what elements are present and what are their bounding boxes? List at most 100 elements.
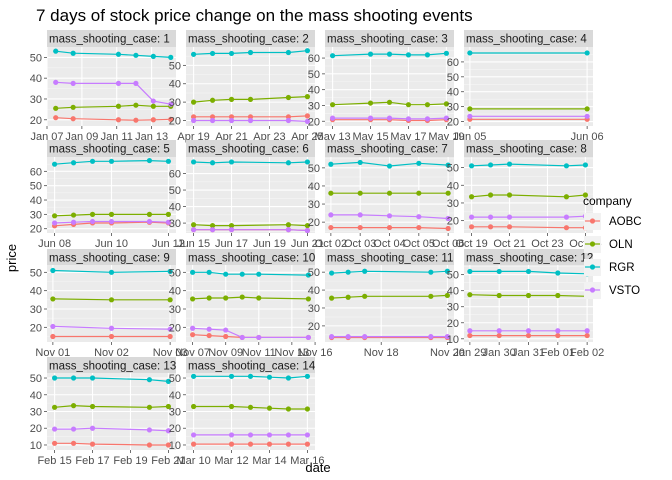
data-point-rgr — [445, 162, 451, 168]
legend-label: AOBC — [609, 216, 642, 228]
legend-point — [589, 264, 596, 270]
data-point-rgr — [209, 50, 216, 57]
data-point-aobc — [206, 332, 212, 339]
data-point-aobc — [51, 440, 58, 446]
y-tick-label: 20 — [447, 117, 459, 129]
x-tick-label: Jun 15 — [177, 238, 210, 250]
y-tick-label: 30 — [30, 304, 42, 316]
x-tick-label: Mar 12 — [214, 455, 248, 467]
series-line-rgr — [54, 159, 169, 165]
data-point-aobc — [247, 441, 254, 447]
data-point-vsto — [70, 426, 77, 432]
data-point-aobc — [133, 117, 139, 123]
data-point-vsto — [563, 214, 570, 220]
series-line-aobc — [193, 115, 308, 118]
x-tick-label: Oct 04 — [373, 238, 405, 250]
x-tick-label: Feb 15 — [37, 455, 71, 467]
series-line-oln — [192, 296, 309, 300]
data-point-vsto — [424, 116, 431, 122]
data-point-vsto — [133, 80, 139, 86]
facet-strip-label: mass_shooting_case: 7 — [327, 144, 448, 156]
y-tick-label: 30 — [169, 218, 181, 230]
data-point-vsto — [190, 227, 197, 233]
data-point-vsto — [51, 220, 58, 226]
panel-background — [325, 47, 454, 126]
data-point-aobc — [525, 332, 532, 339]
facet-strip — [186, 249, 315, 266]
series-group — [329, 268, 450, 341]
series-group — [328, 159, 451, 232]
data-point-vsto — [247, 432, 254, 438]
data-point-aobc — [357, 224, 363, 231]
data-point-vsto — [386, 213, 393, 219]
data-point-aobc — [53, 115, 59, 121]
data-point-aobc — [150, 117, 156, 123]
series-line-vsto — [192, 327, 309, 338]
y-tick-label: 30 — [447, 102, 459, 114]
data-point-oln — [146, 211, 153, 217]
data-point-rgr — [256, 271, 262, 277]
legend-point — [589, 241, 596, 247]
data-point-oln — [70, 212, 77, 218]
x-tick-label: Nov 20 — [430, 347, 465, 359]
x-tick-label: Jun 19 — [253, 238, 286, 250]
data-point-oln — [146, 404, 153, 410]
facet-panel: mass_shooting_case: 11 20 30 40 50 Nov 16 Nov … — [298, 249, 465, 359]
data-point-vsto — [165, 428, 172, 434]
data-point-aobc — [70, 116, 76, 122]
data-point-rgr — [525, 268, 532, 275]
data-point-vsto — [190, 325, 196, 331]
data-point-rgr — [487, 162, 494, 168]
data-point-vsto — [496, 328, 502, 334]
data-point-vsto — [256, 334, 262, 341]
series-group — [51, 157, 172, 229]
data-point-aobc — [506, 224, 513, 230]
x-tick-label: Nov 03 — [153, 347, 188, 359]
y-tick-label: 20 — [169, 423, 181, 435]
data-point-oln — [329, 295, 335, 301]
data-point-rgr — [416, 160, 422, 166]
y-tick-label: 60 — [308, 53, 320, 65]
series-group — [468, 161, 589, 231]
data-point-oln — [209, 222, 216, 229]
data-point-vsto — [146, 218, 153, 225]
data-point-oln — [228, 222, 235, 229]
data-point-oln — [285, 94, 292, 101]
gridlines — [325, 49, 454, 122]
data-point-rgr — [362, 268, 368, 274]
data-point-vsto — [506, 214, 513, 220]
data-point-vsto — [428, 334, 434, 340]
data-point-aobc — [228, 441, 235, 447]
data-point-rgr — [206, 269, 212, 275]
data-point-aobc — [167, 333, 173, 340]
y-tick-label: 10 — [447, 334, 459, 346]
panel-background — [325, 265, 454, 342]
data-point-vsto — [362, 334, 368, 340]
y-tick-label: 30 — [169, 407, 181, 419]
data-point-aobc — [468, 224, 475, 230]
data-point-aobc — [168, 116, 174, 122]
data-point-vsto — [345, 334, 351, 340]
panel-background — [464, 157, 593, 233]
data-point-vsto — [405, 116, 412, 122]
x-tick-label: Feb 19 — [113, 455, 147, 467]
y-tick-label: 60 — [30, 166, 42, 178]
facet-strip — [47, 140, 176, 157]
data-point-vsto — [146, 427, 153, 433]
data-point-rgr — [443, 50, 450, 56]
data-point-oln — [467, 106, 473, 112]
data-point-rgr — [563, 163, 570, 169]
data-point-vsto — [443, 115, 450, 121]
data-point-rgr — [386, 51, 393, 57]
y-tick-label: 30 — [447, 198, 459, 210]
data-point-vsto — [285, 117, 292, 124]
data-point-rgr — [150, 53, 156, 59]
data-point-aobc — [304, 113, 311, 119]
data-point-rgr — [444, 268, 450, 274]
series-group — [190, 48, 311, 125]
legend-item-vsto: VSTO — [584, 282, 640, 299]
data-point-oln — [555, 292, 561, 299]
